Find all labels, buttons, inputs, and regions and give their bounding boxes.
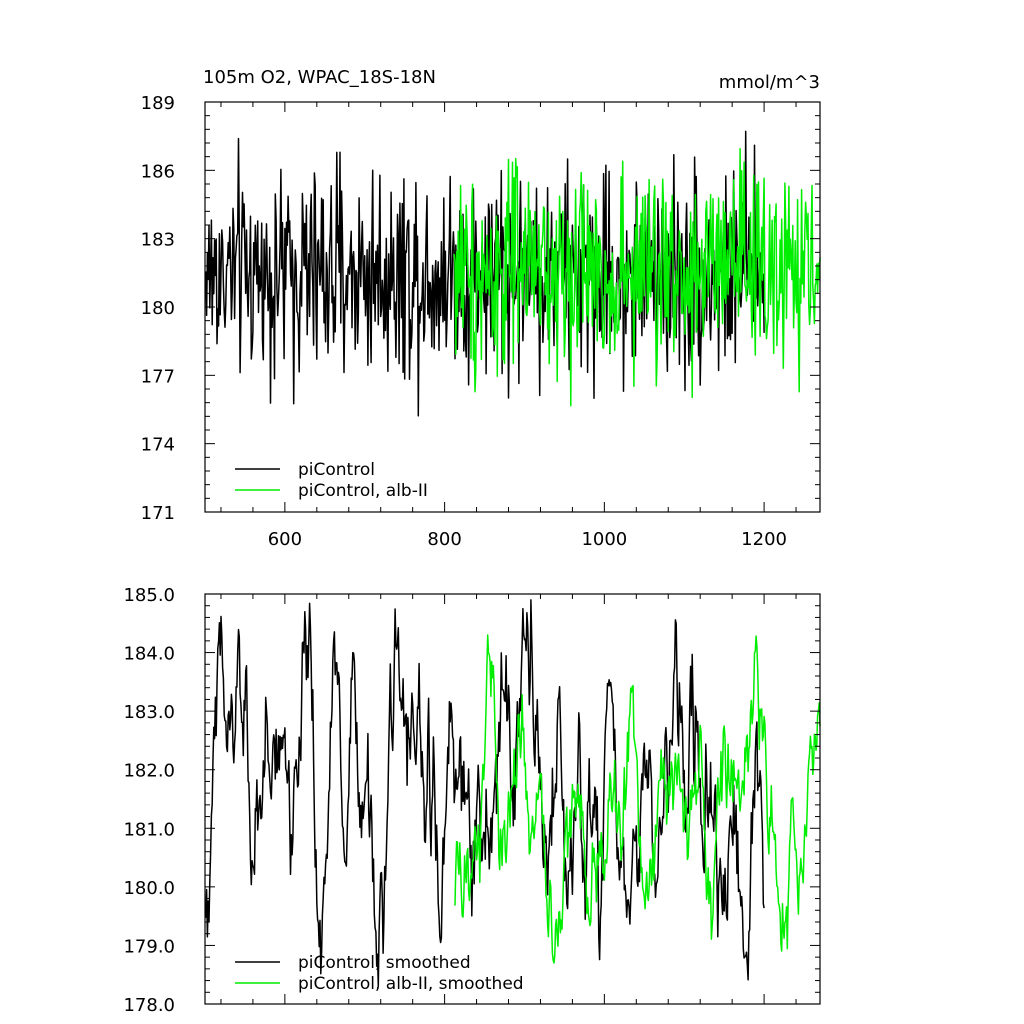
y-tick-label: 177 xyxy=(141,366,175,387)
legend-label-smoothed: piControl, smoothed xyxy=(298,953,471,973)
legend-label-alb-II: piControl, alb-II xyxy=(298,481,428,501)
plot-frame xyxy=(204,593,821,1005)
top-panel: 105m O2, WPAC_18S-18N mmol/m^3 600 800 100… xyxy=(141,67,821,550)
y-tick-label: 181.0 xyxy=(123,819,175,840)
series-line-2 xyxy=(453,147,821,407)
chart-title: 105m O2, WPAC_18S-18N xyxy=(203,67,436,88)
y-tick-label: 171 xyxy=(141,503,175,524)
y-tick-label: 183 xyxy=(141,230,175,251)
legend: piControl piControl, alb-II xyxy=(235,460,428,501)
y-tick-label: 180 xyxy=(141,298,175,319)
y-tick-label: 180.0 xyxy=(123,878,175,899)
x-tick-label: 600 xyxy=(268,529,302,550)
y-tick-label: 182.0 xyxy=(123,761,175,782)
y-tick-label: 183.0 xyxy=(123,702,175,723)
ticks-layer: 600 800 1000 1200 171 174 177 180 183 186 189 xyxy=(141,93,820,550)
legend-label-alb-II-smoothed: piControl, alb-II, smoothed xyxy=(298,974,524,994)
y-tick-label: 179.0 xyxy=(123,936,175,957)
y-tick-label: 189 xyxy=(141,93,175,114)
y-tick-label: 178.0 xyxy=(123,995,175,1016)
y-tick-label: 184.0 xyxy=(123,644,175,665)
bottom-panel: 178.0 179.0 180.0 181.0 182.0 183.0 184.0 185.0… xyxy=(123,585,821,1016)
y-tick-label: 185.0 xyxy=(123,585,175,606)
units-label: mmol/m^3 xyxy=(719,72,820,93)
y-tick-label: 186 xyxy=(141,161,175,182)
x-tick-label: 1200 xyxy=(741,529,787,550)
x-tick-label: 1000 xyxy=(581,529,627,550)
ticks-layer: 178.0 179.0 180.0 181.0 182.0 183.0 184.0 185.0 xyxy=(123,585,820,1016)
series-layer xyxy=(205,130,821,417)
legend: piControl, smoothed piControl, alb-II, s… xyxy=(235,953,524,994)
legend-label-piControl: piControl xyxy=(298,460,375,480)
series-line-1 xyxy=(205,599,765,988)
series-layer xyxy=(205,599,821,988)
x-tick-label: 800 xyxy=(427,529,461,550)
series-line-2 xyxy=(454,634,821,964)
y-tick-label: 174 xyxy=(141,435,175,456)
